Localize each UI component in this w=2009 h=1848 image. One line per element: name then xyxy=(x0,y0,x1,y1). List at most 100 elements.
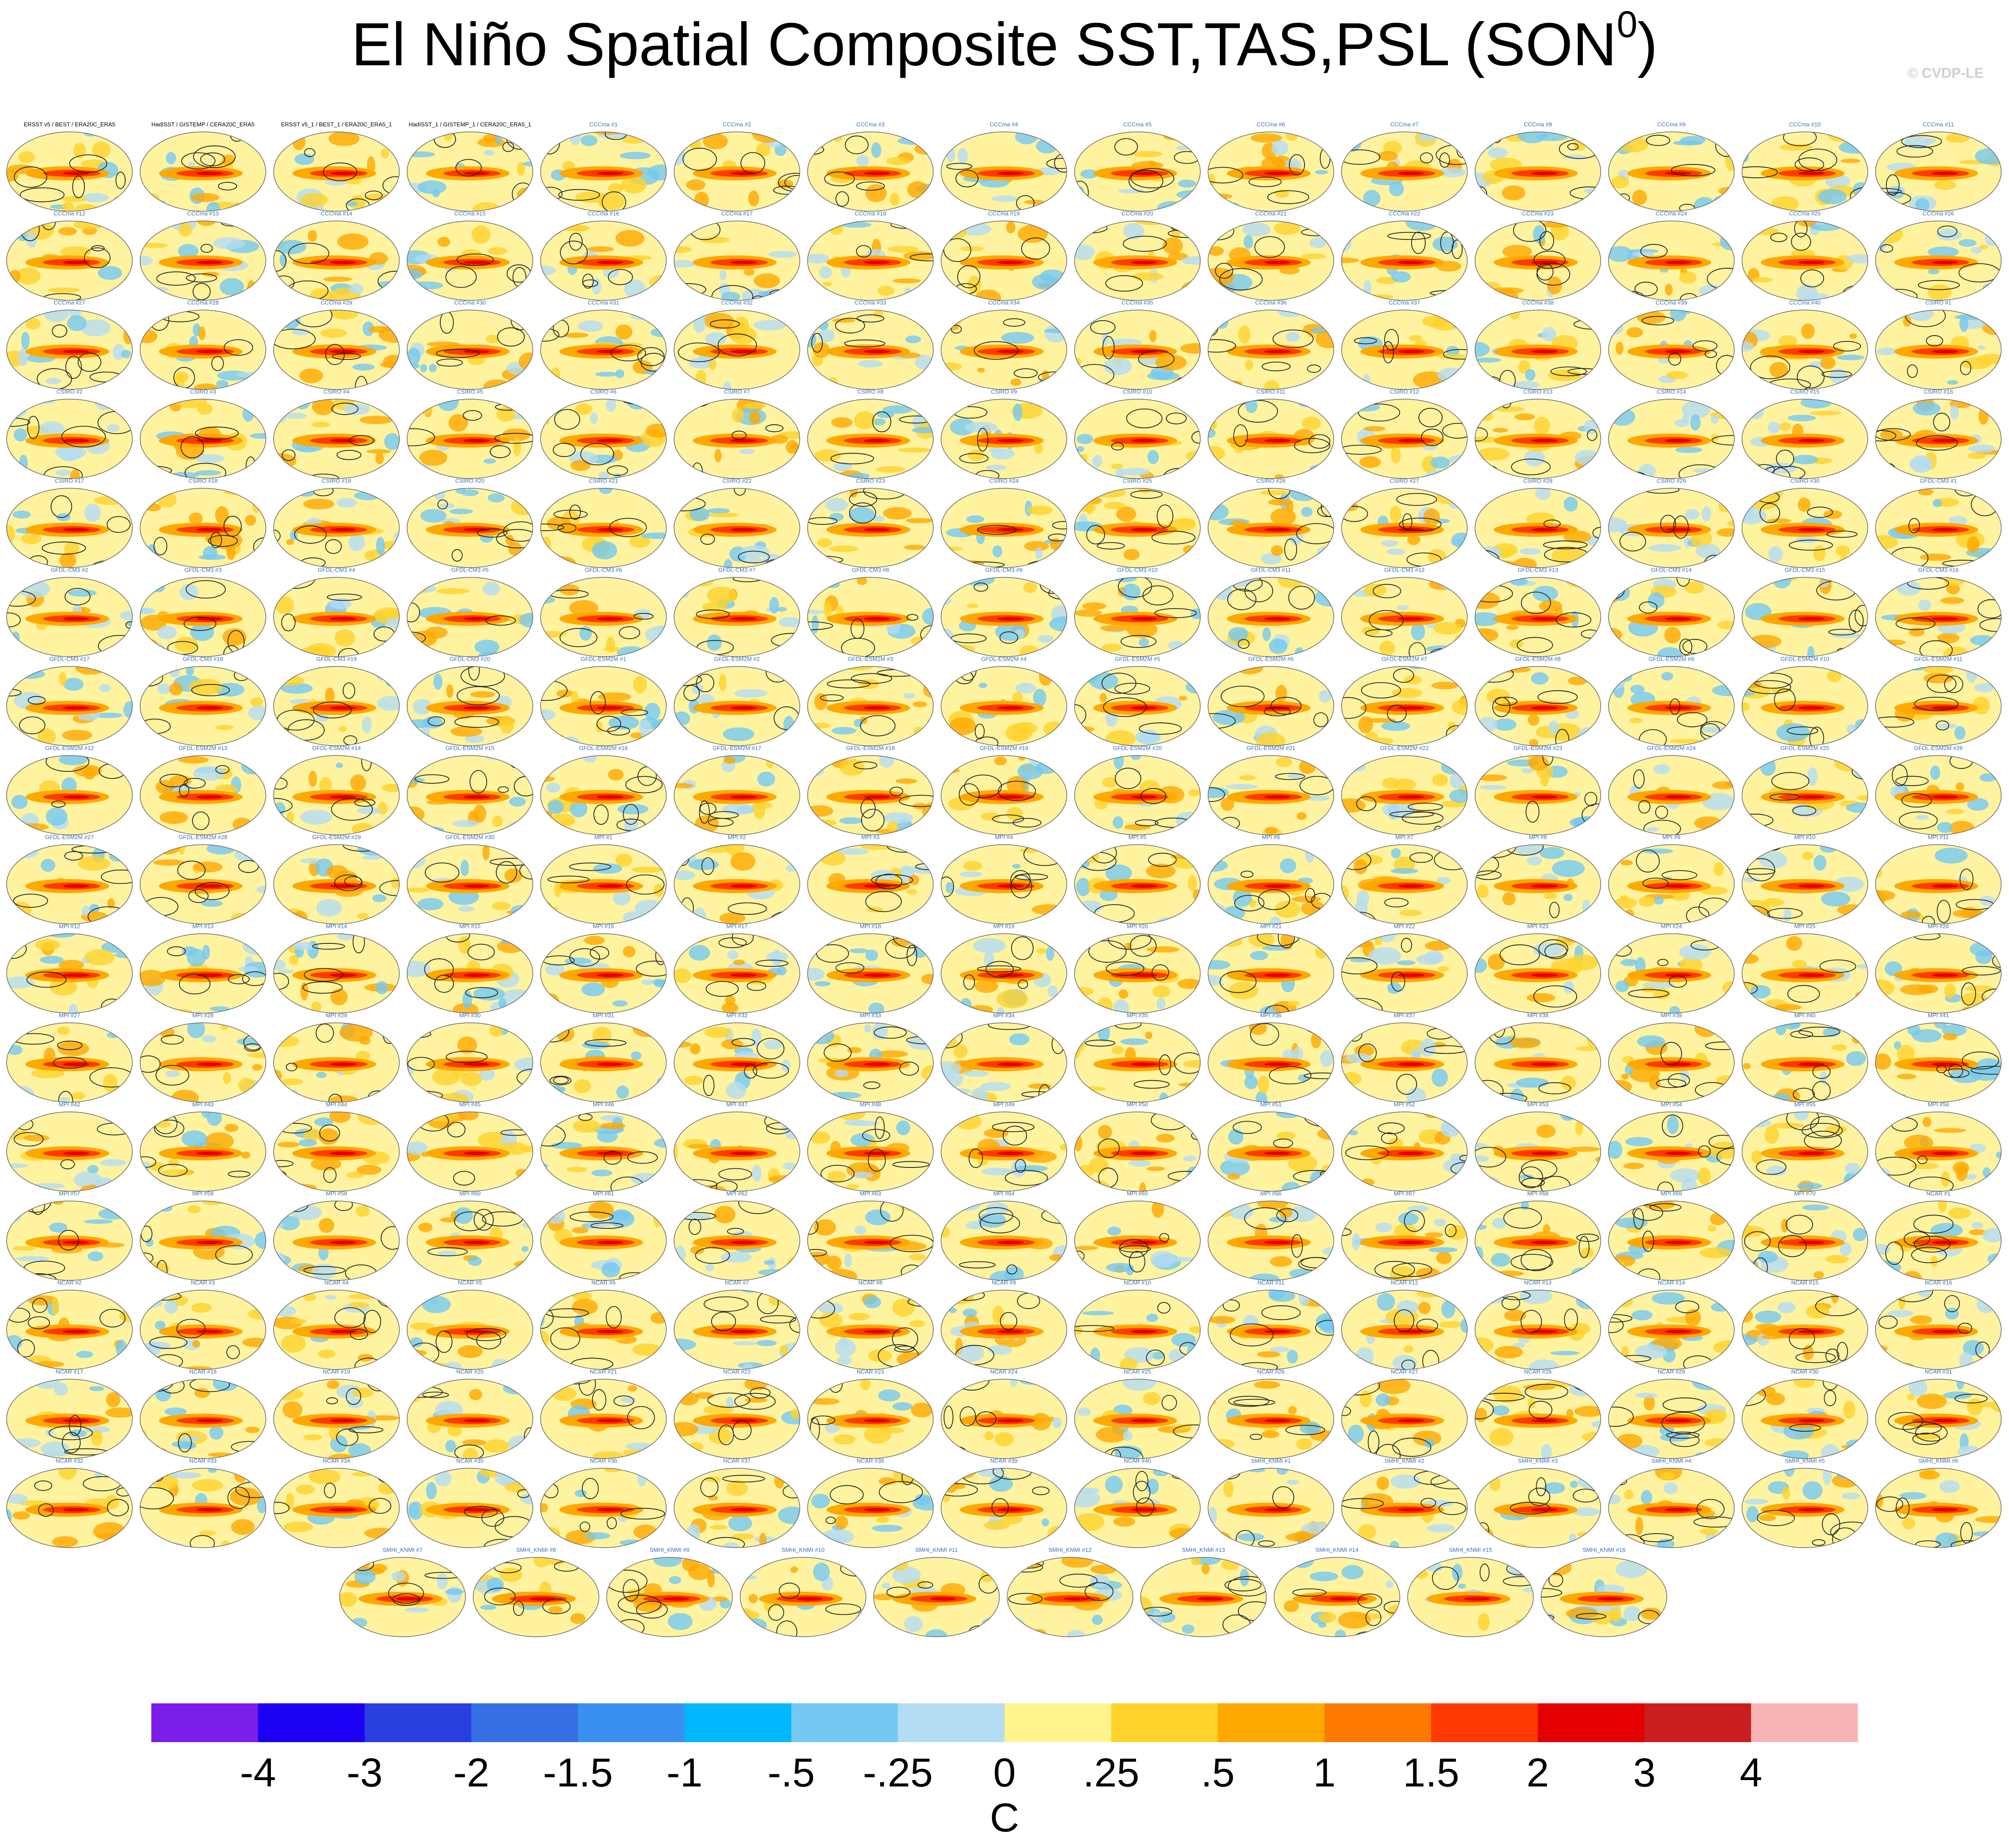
map-patch xyxy=(1794,1112,1809,1121)
map-patch xyxy=(1649,544,1681,552)
map-patch xyxy=(647,1268,660,1273)
map-hot-core xyxy=(196,1152,223,1155)
map-contour xyxy=(502,142,514,152)
map-patch xyxy=(1695,543,1720,558)
map-contour xyxy=(793,757,800,776)
map-patch xyxy=(1502,245,1532,258)
map-patch xyxy=(1432,774,1448,786)
map-patch xyxy=(1433,622,1462,635)
map-patch xyxy=(630,1173,663,1185)
panel-title: CSIRO #9 xyxy=(991,388,1017,395)
map-patch xyxy=(462,990,472,1009)
map-contour xyxy=(337,450,362,460)
map-panel: CCCma #32 xyxy=(674,299,800,390)
map-contour xyxy=(1219,268,1263,291)
map-patch xyxy=(1242,223,1271,236)
map-hot-core xyxy=(330,1062,356,1066)
map-patch xyxy=(1573,831,1585,835)
map-contour xyxy=(65,355,82,379)
map-patch xyxy=(1074,244,1095,260)
map-contour xyxy=(436,349,480,358)
map-contour xyxy=(45,756,90,772)
map-contour xyxy=(1521,591,1551,614)
map-patch xyxy=(1638,464,1656,479)
map-contour xyxy=(1619,531,1646,552)
map-contour xyxy=(1608,579,1625,600)
map-contour xyxy=(239,666,266,677)
map-patch xyxy=(1974,683,1994,692)
map-patch xyxy=(122,1205,132,1220)
map-patch xyxy=(994,756,1007,766)
map-panel: CSIRO #30 xyxy=(1742,477,1868,568)
map-patch xyxy=(1608,677,1625,690)
map-outline xyxy=(674,666,800,746)
map xyxy=(1475,221,1601,300)
map-patch xyxy=(487,247,508,255)
map xyxy=(674,399,800,479)
panel-title: MPI #48 xyxy=(860,1101,881,1107)
map-hot-core xyxy=(1664,973,1691,977)
map-contour xyxy=(180,436,204,459)
map-patch xyxy=(1977,345,1986,350)
map xyxy=(7,310,132,389)
map-patch xyxy=(657,1077,667,1087)
map-patch xyxy=(459,1112,479,1121)
map-contour xyxy=(1703,399,1735,406)
panel-title: CCCma #27 xyxy=(54,299,86,306)
map-contour xyxy=(106,516,131,533)
panel-title: GFDL-ESM2M #10 xyxy=(1780,655,1829,662)
map-patch xyxy=(749,411,761,424)
map-hot-core xyxy=(1798,617,1825,621)
map-patch xyxy=(752,1164,762,1182)
map-outline xyxy=(1341,221,1468,301)
panel-title: MPI #13 xyxy=(192,923,214,929)
map-patch xyxy=(166,152,176,165)
map-patch xyxy=(865,184,887,202)
map-contour xyxy=(445,266,477,288)
map-patch xyxy=(1614,401,1628,408)
map xyxy=(540,1023,667,1102)
map-patch xyxy=(375,981,388,995)
map-panel: MPI #40 xyxy=(1742,1012,1868,1103)
map-outline xyxy=(1875,310,2002,390)
map-patch xyxy=(1050,1184,1067,1191)
map-contour xyxy=(1821,370,1852,378)
map-patch xyxy=(1145,1031,1153,1040)
map-contour xyxy=(1389,811,1434,818)
map-patch xyxy=(1843,1171,1867,1190)
map xyxy=(1875,488,2002,568)
map-patch xyxy=(1113,577,1137,582)
map-hot-core xyxy=(1531,1152,1558,1155)
map-contour xyxy=(807,399,839,408)
map-hot-core xyxy=(1664,1152,1691,1155)
map-patch xyxy=(1033,688,1046,707)
map-patch xyxy=(633,676,647,694)
map-contour xyxy=(1759,503,1780,524)
map-patch xyxy=(1397,960,1416,965)
panel-title: CSIRO #1 xyxy=(1925,299,1951,306)
map-hot-core xyxy=(330,1152,356,1155)
map-patch xyxy=(1074,186,1085,202)
map-outline xyxy=(1207,755,1334,835)
map-patch xyxy=(1514,413,1535,421)
panel-title: CCCma #4 xyxy=(990,121,1018,127)
map-patch xyxy=(915,197,929,211)
map-contour xyxy=(221,221,244,227)
map xyxy=(1608,666,1735,746)
map-patch xyxy=(1982,317,2002,335)
map xyxy=(7,666,132,746)
map-hot-core xyxy=(63,350,90,353)
map-patch xyxy=(948,1088,971,1095)
map-patch xyxy=(723,756,736,764)
map-outline xyxy=(1608,755,1735,835)
panel-title: CCCma #25 xyxy=(1789,210,1821,217)
map-outline xyxy=(674,221,800,301)
map-patch xyxy=(376,537,385,555)
map-patch xyxy=(674,870,696,880)
map-patch xyxy=(608,715,639,730)
map-contour xyxy=(50,495,72,518)
map-contour xyxy=(817,295,830,300)
map-contour xyxy=(943,238,971,262)
map-contour xyxy=(7,942,16,950)
map-contour xyxy=(118,733,132,740)
